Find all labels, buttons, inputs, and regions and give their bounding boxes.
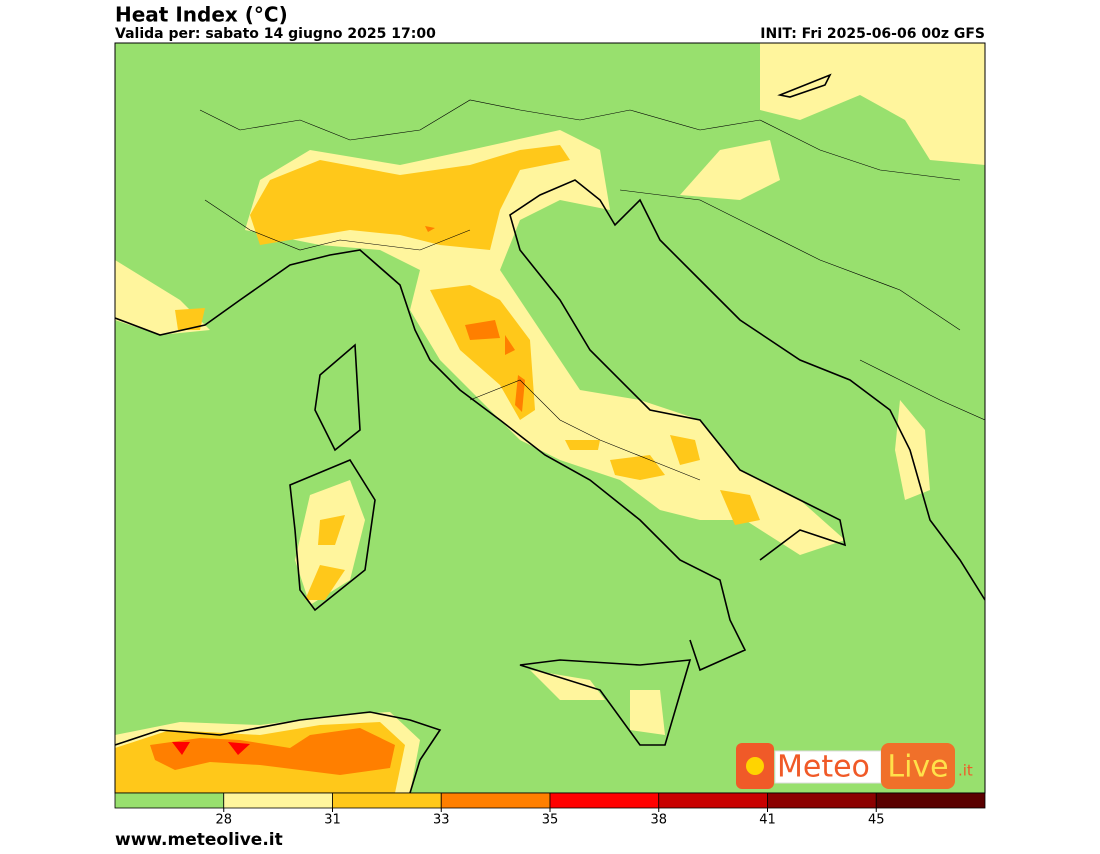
colorbar-tick-label: 45	[868, 813, 885, 828]
colorbar-segment	[658, 792, 768, 809]
colorbar-tick-label: 41	[759, 813, 776, 828]
colorbar-segment	[767, 792, 877, 809]
logo-live: Live	[887, 750, 948, 785]
logo-meteo: Meteo	[777, 750, 870, 785]
colorbar-tick-label: 31	[324, 813, 341, 828]
init-time: INIT: Fri 2025-06-06 00z GFS	[760, 26, 985, 42]
colorbar-segment	[440, 792, 551, 809]
colorbar-segment	[875, 792, 986, 809]
valid-time: Valida per: sabato 14 giugno 2025 17:00	[115, 26, 436, 42]
title: Heat Index (°C)	[115, 3, 288, 27]
colorbar-tick-label: 35	[542, 813, 559, 828]
colorbar-segment	[223, 792, 333, 809]
footer: www.meteolive.it	[115, 830, 283, 850]
colorbar-segment	[114, 792, 225, 809]
colorbar-tick-label: 28	[215, 813, 232, 828]
colorbar-tick-label: 38	[650, 813, 667, 828]
logo: Meteo Live .it	[736, 743, 973, 789]
colorbar: 28 31 33 35 38 41 45	[114, 792, 986, 828]
colorbar-segment	[332, 792, 442, 809]
map	[114, 42, 986, 794]
logo-suffix: .it	[958, 762, 973, 780]
colorbar-tick-label: 33	[433, 813, 450, 828]
colorbar-segment	[549, 792, 660, 809]
